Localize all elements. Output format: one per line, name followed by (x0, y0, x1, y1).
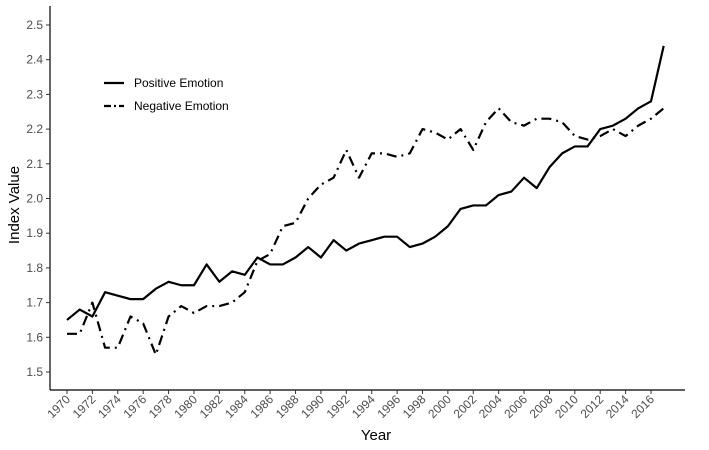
legend-label: Negative Emotion (134, 99, 229, 113)
x-tick-label: 2016 (628, 392, 657, 421)
x-tick-label: 2002 (451, 392, 480, 421)
y-tick-label: 2.2 (26, 122, 43, 136)
y-tick-label: 1.8 (26, 261, 43, 275)
x-tick-label: 1990 (298, 392, 327, 421)
x-tick-label: 2000 (425, 392, 454, 421)
y-tick-label: 1.5 (26, 365, 43, 379)
y-tick-label: 1.6 (26, 330, 43, 344)
x-tick-label: 2010 (552, 392, 581, 421)
y-tick-label: 2.4 (26, 53, 43, 67)
x-tick-label: 1980 (171, 392, 200, 421)
x-tick-label: 1988 (273, 392, 302, 421)
x-tick-label: 1986 (247, 392, 276, 421)
y-tick-label: 2.0 (26, 192, 43, 206)
x-tick-label: 1976 (121, 392, 150, 421)
y-axis-title: Index Value (6, 166, 23, 244)
legend: Positive Emotion Negative Emotion (104, 76, 229, 113)
x-tick-label: 1992 (324, 392, 353, 421)
x-axis-title: Year (361, 427, 391, 444)
x-tick-label: 1984 (222, 392, 251, 421)
series-line-positive-emotion (66, 45, 665, 321)
y-tick-label: 2.1 (26, 157, 43, 171)
x-tick-label: 1974 (95, 392, 124, 421)
x-tick-label: 1972 (70, 392, 99, 421)
x-tick-label: 1994 (349, 392, 378, 421)
x-tick-label: 1982 (197, 392, 226, 421)
y-tick-label: 1.9 (26, 226, 43, 240)
x-tick-label: 1998 (400, 392, 429, 421)
series-layer (66, 45, 665, 356)
x-tick-label: 1996 (374, 392, 403, 421)
legend-label: Positive Emotion (134, 76, 223, 90)
series-line-negative-emotion (67, 107, 665, 356)
y-tick-label: 1.7 (26, 296, 43, 310)
axes: 1.51.61.71.81.92.02.12.22.32.42.51970197… (26, 6, 685, 421)
x-tick-label: 1970 (44, 392, 73, 421)
y-tick-label: 2.3 (26, 87, 43, 101)
x-tick-label: 2014 (603, 392, 632, 421)
x-tick-label: 2006 (501, 392, 530, 421)
x-tick-label: 2012 (578, 392, 607, 421)
x-tick-label: 2004 (476, 392, 505, 421)
x-tick-label: 1978 (146, 392, 175, 421)
x-tick-label: 2008 (527, 392, 556, 421)
y-tick-label: 2.5 (26, 18, 43, 32)
